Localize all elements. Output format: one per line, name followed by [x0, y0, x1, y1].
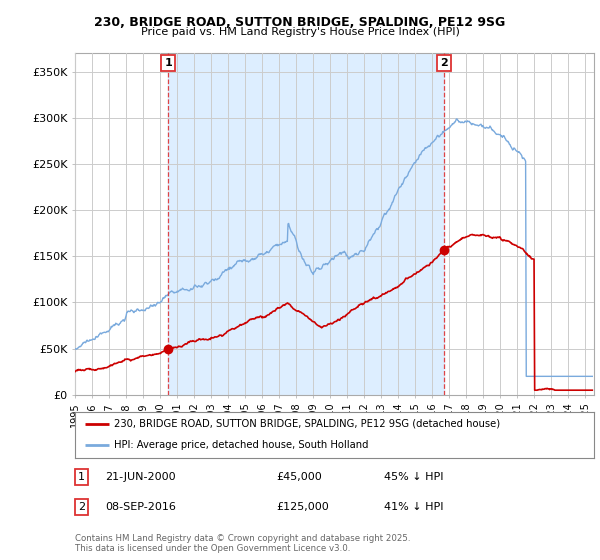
Text: Contains HM Land Registry data © Crown copyright and database right 2025.
This d: Contains HM Land Registry data © Crown c… [75, 534, 410, 553]
Text: 2: 2 [78, 502, 85, 512]
Text: 45% ↓ HPI: 45% ↓ HPI [384, 472, 443, 482]
Text: 2: 2 [440, 58, 448, 68]
Text: £125,000: £125,000 [276, 502, 329, 512]
Text: £45,000: £45,000 [276, 472, 322, 482]
Text: Price paid vs. HM Land Registry's House Price Index (HPI): Price paid vs. HM Land Registry's House … [140, 27, 460, 37]
Bar [168, 53, 444, 395]
Text: 1: 1 [164, 58, 172, 68]
Text: 41% ↓ HPI: 41% ↓ HPI [384, 502, 443, 512]
Text: 08-SEP-2016: 08-SEP-2016 [105, 502, 176, 512]
Text: HPI: Average price, detached house, South Holland: HPI: Average price, detached house, Sout… [114, 440, 368, 450]
Text: 230, BRIDGE ROAD, SUTTON BRIDGE, SPALDING, PE12 9SG (detached house): 230, BRIDGE ROAD, SUTTON BRIDGE, SPALDIN… [114, 419, 500, 429]
Text: 21-JUN-2000: 21-JUN-2000 [105, 472, 176, 482]
Text: 1: 1 [78, 472, 85, 482]
Text: 230, BRIDGE ROAD, SUTTON BRIDGE, SPALDING, PE12 9SG: 230, BRIDGE ROAD, SUTTON BRIDGE, SPALDIN… [94, 16, 506, 29]
